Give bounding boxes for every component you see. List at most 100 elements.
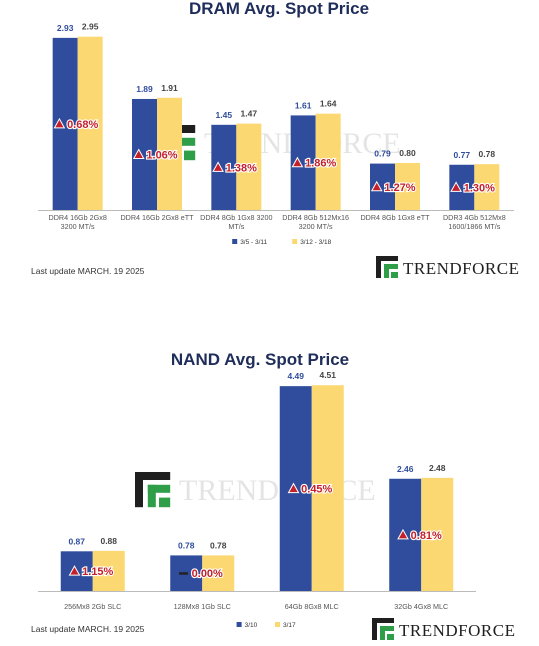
data-label: 2.46 bbox=[397, 464, 414, 474]
legend: 3/5 - 3/11 3/12 - 3/18 bbox=[232, 239, 332, 246]
nand-chart: TRENDFORCE NAND Avg. Spot Price 0.87 0.88 1.… bbox=[31, 350, 515, 640]
logo-block bbox=[391, 272, 398, 278]
logo-bar-mid bbox=[172, 137, 196, 146]
logo-stem-green bbox=[384, 264, 389, 278]
up-arrow-icon bbox=[132, 148, 145, 159]
data-label: 0.77 bbox=[454, 150, 471, 160]
bar-group: 1.89 1.91 1.06% DDR4 16Gb 2Gx8 eTT bbox=[120, 83, 194, 222]
data-label: 0.78 bbox=[479, 149, 496, 159]
bar-series-2 bbox=[157, 97, 182, 210]
data-label: 0.79 bbox=[374, 149, 391, 159]
watermark-logo-icon bbox=[135, 472, 171, 508]
category-label: 256Mx8 2Gb SLC bbox=[64, 602, 121, 611]
data-label: 1.64 bbox=[320, 99, 337, 109]
up-arrow-icon bbox=[68, 565, 81, 576]
data-label: 1.47 bbox=[241, 109, 258, 119]
data-label: 2.93 bbox=[57, 23, 74, 33]
bar-series-2 bbox=[395, 163, 420, 210]
change-indicator: 1.15% bbox=[68, 565, 115, 579]
logo-stem bbox=[135, 472, 143, 508]
category-label: DDR4 8Gb 512Mx16 bbox=[282, 213, 349, 222]
legend: 3/10 3/17 bbox=[236, 622, 296, 629]
category-label: 3200 MT/s bbox=[299, 222, 333, 231]
category-label: 3200 MT/s bbox=[61, 222, 95, 231]
change-indicator: 1.38% bbox=[212, 161, 258, 176]
category-label: 128Mx8 1Gb SLC bbox=[174, 602, 231, 611]
up-arrow-icon bbox=[370, 180, 383, 192]
change-label: 1.27% bbox=[384, 182, 415, 194]
bar-series-2 bbox=[474, 164, 500, 210]
up-arrow-icon bbox=[450, 181, 462, 192]
logo-stem bbox=[376, 256, 381, 278]
legend-swatch-1 bbox=[236, 622, 242, 627]
data-label: 0.88 bbox=[100, 536, 117, 546]
change-label: 1.06% bbox=[146, 149, 177, 161]
legend-label: 3/5 - 3/11 bbox=[240, 239, 267, 246]
category-label: DDR4 16Gb 2Gx8 eTT bbox=[120, 213, 194, 222]
change-indicator: 1.27% bbox=[370, 180, 417, 195]
change-label: 0.00% bbox=[192, 568, 223, 580]
change-label: 1.38% bbox=[226, 162, 257, 174]
change-indicator: 1.30% bbox=[450, 181, 496, 195]
change-label: 1.86% bbox=[305, 158, 336, 170]
up-arrow-icon bbox=[397, 528, 409, 540]
data-label: 2.48 bbox=[429, 463, 446, 473]
up-arrow-icon bbox=[53, 117, 66, 129]
bar-series-2 bbox=[421, 477, 454, 591]
change-label: 0.45% bbox=[301, 484, 332, 496]
change-indicator: 0.00% bbox=[179, 567, 224, 581]
trendforce-logo-icon bbox=[376, 256, 398, 278]
dram-chart: TRENDFORCE DRAM Avg. Spot Price 2.93 2.95 0.… bbox=[31, 0, 519, 278]
category-label: 1600/1866 MT/s bbox=[448, 222, 500, 231]
watermark-text: TRENDFORCE bbox=[179, 474, 376, 507]
logo-block bbox=[159, 497, 171, 508]
data-label: 1.89 bbox=[136, 84, 153, 94]
logo-bar-top bbox=[376, 256, 398, 261]
bar-series-2 bbox=[77, 36, 103, 210]
logo-stem bbox=[372, 618, 377, 640]
bar-group: 0.79 0.80 1.27% DDR4 8Gb 1Gx8 eTT bbox=[360, 148, 430, 222]
bar-group: 0.78 0.78 0.00% 128Mx8 1Gb SLC bbox=[170, 540, 235, 611]
legend-label: 3/12 - 3/18 bbox=[300, 239, 331, 246]
data-label: 0.87 bbox=[68, 536, 85, 546]
brand: TRENDFORCE bbox=[372, 618, 515, 640]
data-label: 1.91 bbox=[161, 83, 178, 93]
up-arrow-icon bbox=[287, 482, 300, 494]
data-label: 4.51 bbox=[319, 370, 336, 380]
category-label: DDR4 8Gb 1Gx8 3200 bbox=[200, 213, 272, 222]
change-label: 1.30% bbox=[464, 182, 495, 194]
change-indicator: 0.81% bbox=[397, 528, 443, 543]
change-label: 0.81% bbox=[411, 530, 442, 542]
legend-swatch-2 bbox=[275, 622, 280, 627]
logo-stem-green bbox=[380, 626, 385, 640]
bar-series-2 bbox=[202, 555, 235, 591]
logo-block bbox=[387, 634, 394, 640]
data-label: 1.45 bbox=[216, 110, 233, 120]
trendforce-logo-icon bbox=[372, 618, 394, 640]
category-label: MT/s bbox=[228, 222, 244, 231]
logo-bar-top bbox=[135, 472, 171, 480]
logo-bar-mid bbox=[147, 484, 171, 493]
legend-swatch-2 bbox=[292, 239, 298, 244]
chart-title: DRAM Avg. Spot Price bbox=[189, 0, 369, 18]
brand: TRENDFORCE bbox=[376, 256, 519, 278]
data-label: 1.61 bbox=[295, 100, 312, 110]
logo-block bbox=[184, 150, 196, 161]
chart-title: NAND Avg. Spot Price bbox=[171, 350, 349, 369]
logo-bar-mid bbox=[380, 626, 394, 631]
change-label: 0.68% bbox=[67, 119, 98, 131]
change-indicator: 1.86% bbox=[291, 157, 338, 171]
last-update-text: Last update MARCH. 19 2025 bbox=[31, 624, 145, 634]
data-label: 2.95 bbox=[82, 22, 99, 32]
legend-label: 3/10 bbox=[245, 622, 258, 629]
bar-group: 2.46 2.48 0.81% 32Gb 4Gx8 MLC bbox=[389, 463, 454, 611]
bar-series-2 bbox=[315, 113, 341, 210]
change-indicator: 0.45% bbox=[287, 482, 334, 497]
category-label: DDR4 16Gb 2Gx8 bbox=[49, 213, 107, 222]
bar-series-2 bbox=[236, 123, 262, 210]
data-label: 0.78 bbox=[210, 540, 227, 550]
category-label: 64Gb 8Gx8 MLC bbox=[285, 602, 339, 611]
